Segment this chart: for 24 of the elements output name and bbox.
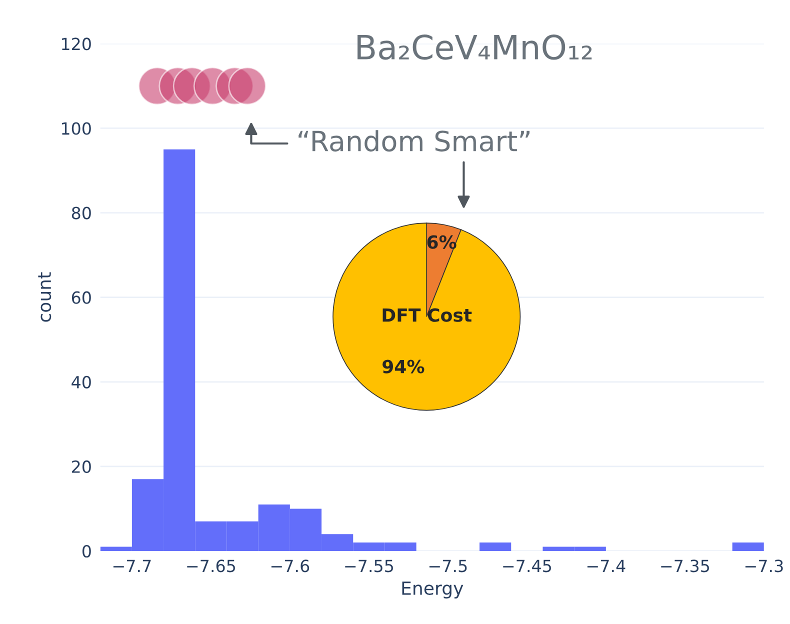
x-tick-label: −7.35 — [661, 560, 710, 572]
y-axis-title: count — [38, 272, 52, 322]
y-tick-label: 120 — [62, 38, 91, 50]
x-tick-label: −7.6 — [271, 560, 310, 572]
y-tick-label: 20 — [72, 460, 91, 474]
y-tick-label: 40 — [72, 376, 91, 388]
y-tick-label: 60 — [72, 291, 91, 304]
annotation: “Random Smart” — [298, 130, 530, 152]
y-tick-label: 0 — [82, 544, 91, 558]
chart-title: Ba₂CeV₄MnO₁₂ — [358, 34, 592, 60]
x-tick-label: −7.65 — [187, 560, 236, 572]
x-tick-label: −7.4 — [587, 560, 626, 572]
data-label: 94% — [382, 360, 424, 374]
y-tick-label: 80 — [72, 206, 91, 220]
x-tick-label: −7.45 — [503, 560, 552, 572]
pie-slice — [332, 222, 521, 411]
text: DFT Cost — [382, 308, 472, 322]
data-label: 6% — [427, 235, 456, 249]
x-tick-label: −7.55 — [345, 560, 394, 572]
x-tick-label: −7.7 — [113, 560, 151, 572]
x-axis-title: Energy — [402, 582, 464, 598]
y-tick-label: 100 — [62, 122, 91, 135]
x-tick-label: −7.3 — [745, 560, 783, 572]
x-tick-label: −7.5 — [429, 560, 467, 572]
